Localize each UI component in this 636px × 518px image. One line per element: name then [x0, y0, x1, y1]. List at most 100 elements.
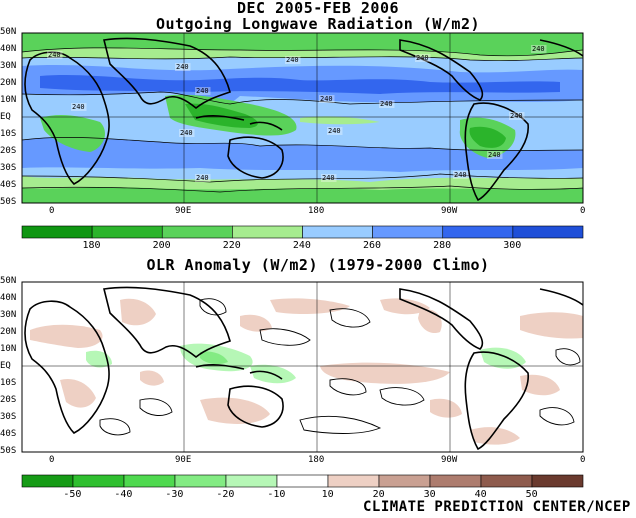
- lat-label: 30N: [0, 61, 17, 71]
- asia-coast-bottom: [103, 286, 231, 359]
- contour-label-bg: [509, 112, 525, 120]
- lat-label: 30S: [0, 412, 17, 422]
- contour-label: 240: [196, 174, 209, 182]
- lat-label: 40N: [0, 293, 17, 303]
- colorbar-label: -40: [114, 489, 133, 500]
- credit-text: CLIMATE PREDICTION CENTER/NCEP: [363, 499, 631, 515]
- colorbar-swatch: [531, 474, 584, 488]
- lat-label: 20S: [0, 146, 17, 156]
- colorbar-label: -20: [216, 489, 235, 500]
- contour-label: 240: [416, 54, 429, 62]
- contour-label-bg: [319, 95, 335, 103]
- colorbar-swatch: [378, 474, 431, 488]
- indonesia-coast-bottom: [195, 364, 283, 380]
- colorbar-swatch: [174, 474, 227, 488]
- lon-label: 180: [308, 455, 325, 465]
- lon-label: 90W: [441, 455, 458, 465]
- contour-label-bg: [487, 151, 503, 159]
- contour-label: 240: [48, 51, 61, 59]
- lat-label: 20N: [0, 78, 17, 88]
- contour-label: 240: [322, 174, 335, 182]
- lat-label: 20N: [0, 327, 17, 337]
- contour-label-bg: [71, 103, 87, 111]
- title-period: DEC 2005-FEB 2006: [236, 0, 400, 17]
- colorbar-label: 40: [474, 489, 487, 500]
- colorbar-swatch: [123, 474, 176, 488]
- contour-label: 240: [454, 171, 467, 179]
- asia-coast-top: [103, 37, 231, 110]
- lat-label: EQ: [0, 112, 11, 122]
- colorbar-swatch: [72, 474, 125, 488]
- contour-label-bg: [327, 127, 343, 135]
- olr-band-280-south: [22, 137, 583, 172]
- colorbar-label: 20: [372, 489, 385, 500]
- colorbar-label: 220: [222, 240, 241, 251]
- contour-label-bg: [415, 54, 431, 62]
- contour-label: 240: [320, 95, 333, 103]
- colorbar-swatch: [225, 474, 278, 488]
- contour-label-bg: [379, 100, 395, 108]
- colorbar-label: -50: [63, 489, 82, 500]
- contour-label-bg: [195, 87, 211, 95]
- lat-label: 40N: [0, 44, 17, 54]
- olr-amazon-lower: [469, 126, 506, 148]
- lat-label: 50S: [0, 446, 17, 456]
- lat-label: 20S: [0, 395, 17, 405]
- lat-label: EQ: [0, 361, 11, 371]
- contour-label: 240: [72, 103, 85, 111]
- contour-label: 240: [380, 100, 393, 108]
- lon-label: 0: [580, 455, 586, 465]
- lat-label: 30N: [0, 310, 17, 320]
- lat-label: 50N: [0, 276, 17, 286]
- colorbar-label: 260: [363, 240, 382, 251]
- contour-label-bg: [175, 63, 191, 71]
- indonesia-coast-top: [195, 115, 283, 131]
- olr-spcz-low: [300, 116, 380, 125]
- africa-coast-top: [24, 51, 110, 185]
- contour-label: 240: [488, 151, 501, 159]
- colorbar-label: 50: [525, 489, 538, 500]
- colorbar-swatch: [480, 474, 533, 488]
- colorbar-swatch: [429, 474, 482, 488]
- colorbar-label: 300: [503, 240, 522, 251]
- colorbar-label: 30: [423, 489, 436, 500]
- top-map-frame: [21, 32, 584, 204]
- contour-label-bg: [531, 45, 547, 53]
- olr-africa-low: [40, 115, 105, 152]
- australia-coast-top: [227, 136, 284, 179]
- lon-label: 180: [308, 206, 325, 216]
- africa-coast-bottom: [24, 300, 110, 434]
- north-america-coast-bottom: [399, 288, 484, 350]
- australia-coast-bottom: [227, 385, 284, 428]
- coastlines-top: [24, 37, 583, 202]
- lat-label: 50N: [0, 27, 17, 37]
- contour-label: 240: [196, 87, 209, 95]
- anomaly-contours: [99, 298, 581, 436]
- olr-contours: [22, 47, 583, 193]
- colorbar-label: -10: [267, 489, 286, 500]
- contour-label-bg: [47, 51, 63, 59]
- contour-label-bg: [195, 174, 211, 182]
- colorbar-label: -30: [165, 489, 184, 500]
- olr-band-300: [40, 75, 560, 94]
- colorbar-label: 180: [82, 240, 101, 251]
- contour-label: 240: [176, 63, 189, 71]
- lat-label: 40S: [0, 429, 17, 439]
- south-america-coast-bottom: [464, 351, 529, 451]
- contour-label-bg: [321, 174, 337, 182]
- colorbar-label: 240: [292, 240, 311, 251]
- lon-label: 0: [49, 455, 55, 465]
- contour-label: 240: [328, 127, 341, 135]
- lon-label: 90E: [175, 206, 192, 216]
- lat-label: 10N: [0, 344, 17, 354]
- contour-label-bg: [285, 56, 301, 64]
- lon-label: 0: [49, 206, 55, 216]
- colorbar-label: 200: [152, 240, 171, 251]
- anomaly-strong-negative: [200, 351, 228, 365]
- title-olr: Outgoing Longwave Radiation (W/m2): [155, 15, 481, 33]
- lon-label: 0: [580, 206, 586, 216]
- contour-label: 240: [510, 112, 523, 120]
